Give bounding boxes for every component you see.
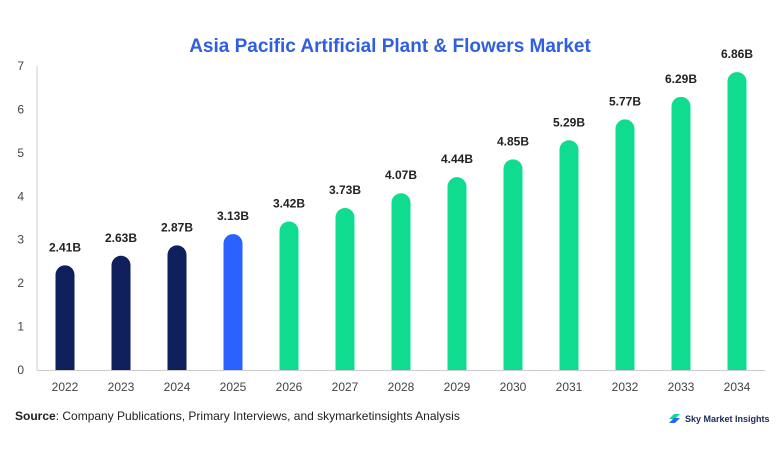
- bar-2033: [671, 96, 691, 370]
- y-tick-label: 7: [17, 59, 24, 73]
- x-tick-label-2031: 2031: [556, 380, 583, 394]
- data-label-2032: 5.77B: [609, 94, 641, 108]
- x-tick-label-2024: 2024: [164, 380, 191, 394]
- x-tick-label-2022: 2022: [52, 380, 79, 394]
- bar-series: 2.41B 2.63B 2.87B 3.13B 3.42B 3.73B 4.07B 4.44B…: [49, 47, 753, 370]
- bar-2024: [167, 245, 187, 370]
- bar-2031: [559, 140, 579, 370]
- data-label-2023: 2.63B: [105, 231, 137, 245]
- data-label-2028: 4.07B: [385, 168, 417, 182]
- y-tick-label: 5: [17, 146, 24, 160]
- x-tick-label-2029: 2029: [444, 380, 471, 394]
- source-label: Source: [15, 409, 56, 423]
- bar-2028: [391, 193, 411, 370]
- x-tick-label-2028: 2028: [388, 380, 415, 394]
- y-tick-label: 6: [17, 102, 24, 116]
- y-axis: 0 1 2 3 4 5 6 7: [17, 59, 38, 377]
- x-tick-label-2034: 2034: [724, 380, 751, 394]
- sky-market-insights-logo-icon: [669, 414, 680, 423]
- data-label-2029: 4.44B: [441, 152, 473, 166]
- x-axis: 2022 2023 2024 2025 2026 2027 2028 2029 2030 2031…: [37, 370, 765, 394]
- x-tick-label-2030: 2030: [500, 380, 527, 394]
- data-label-2031: 5.29B: [553, 115, 585, 129]
- bar-2023: [111, 255, 131, 370]
- y-tick-label: 2: [17, 276, 24, 290]
- x-tick-label-2026: 2026: [276, 380, 303, 394]
- data-label-2026: 3.42B: [273, 196, 305, 210]
- data-label-2022: 2.41B: [49, 240, 81, 254]
- source-text: : Company Publications, Primary Intervie…: [55, 409, 460, 423]
- brand-logo: Sky Market Insights: [668, 412, 770, 425]
- chart-title: Asia Pacific Artificial Plant & Flowers …: [189, 36, 591, 57]
- data-label-2024: 2.87B: [161, 220, 193, 234]
- bar-2034: [727, 72, 747, 370]
- y-tick-label: 0: [17, 363, 24, 377]
- bar-2032: [615, 119, 635, 370]
- bar-2027: [335, 208, 355, 370]
- data-label-2027: 3.73B: [329, 183, 361, 197]
- x-tick-label-2023: 2023: [108, 380, 135, 394]
- data-label-2033: 6.29B: [665, 72, 697, 86]
- bar-2030: [503, 159, 523, 370]
- x-tick-label-2032: 2032: [612, 380, 639, 394]
- bar-2025: [223, 234, 243, 370]
- data-label-2030: 4.85B: [497, 134, 529, 148]
- x-tick-label-2033: 2033: [668, 380, 695, 394]
- bar-2022: [55, 265, 75, 370]
- data-label-2034: 6.86B: [721, 47, 753, 61]
- x-tick-label-2027: 2027: [332, 380, 359, 394]
- y-tick-label: 3: [17, 233, 24, 247]
- data-label-2025: 3.13B: [217, 209, 249, 223]
- source-note: Source: Company Publications, Primary In…: [15, 409, 460, 423]
- y-tick-label: 1: [17, 320, 24, 334]
- x-tick-label-2025: 2025: [220, 380, 247, 394]
- brand-name: Sky Market Insights: [685, 413, 770, 424]
- bar-2026: [279, 221, 299, 370]
- y-tick-label: 4: [17, 189, 24, 203]
- bar-2029: [447, 177, 467, 370]
